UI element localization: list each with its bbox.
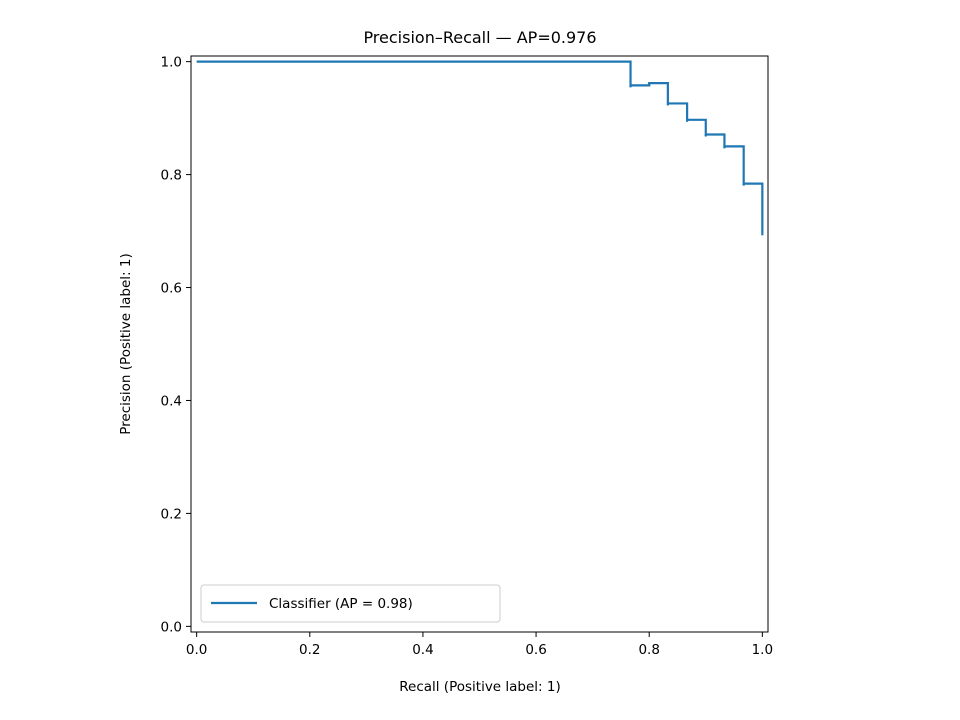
x-axis-label: Recall (Positive label: 1) [399, 679, 561, 695]
x-tick-label: 0.0 [186, 642, 207, 658]
legend-box [200, 584, 501, 623]
plot-area [196, 60, 764, 236]
y-tick-label: 0.6 [161, 281, 182, 297]
y-tick-label: 0.0 [161, 619, 182, 635]
axes-frame [190, 55, 769, 633]
y-axis-label: Precision (Positive label: 1) [118, 253, 134, 434]
x-axis: 0.0 0.2 0.4 0.6 0.8 1.0 [186, 632, 773, 658]
legend-entry-classifier: Classifier (AP = 0.98) [269, 596, 413, 612]
y-tick-label: 0.8 [161, 168, 182, 184]
y-axis: 0.0 0.2 0.4 0.6 0.8 1.0 [161, 55, 191, 635]
chart-title: Precision–Recall — AP=0.976 [363, 28, 596, 47]
x-tick-label: 0.4 [412, 642, 433, 658]
y-tick-label: 0.2 [161, 506, 182, 522]
x-tick-label: 1.0 [752, 642, 773, 658]
y-tick-label: 1.0 [161, 55, 182, 71]
legend: Classifier (AP = 0.98) [200, 584, 501, 623]
x-tick-label: 0.6 [525, 642, 546, 658]
x-tick-label: 0.2 [299, 642, 320, 658]
y-tick-label: 0.4 [161, 393, 182, 409]
series-line-classifier [196, 60, 764, 234]
x-tick-label: 0.8 [638, 642, 659, 658]
